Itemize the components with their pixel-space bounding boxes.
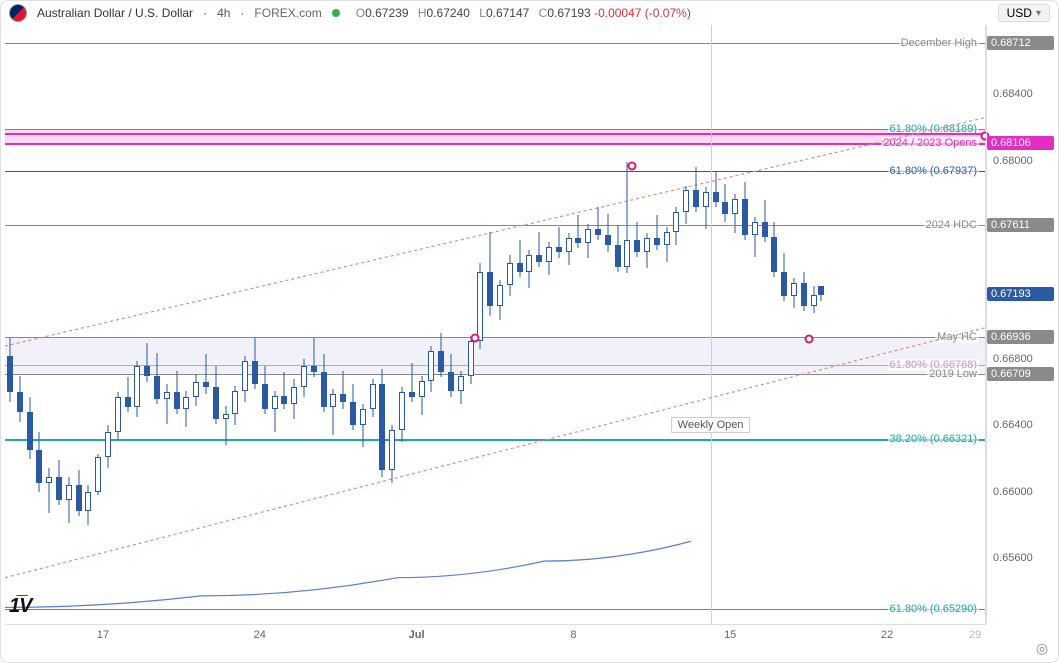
- currency-select[interactable]: USD ▾: [998, 4, 1050, 22]
- x-tick: 17: [97, 629, 109, 641]
- trendline-ma-curve: [5, 541, 691, 607]
- trendlines-layer: [5, 25, 985, 624]
- y-tick: 0.68400: [993, 88, 1033, 100]
- y-tick: 0.66400: [993, 419, 1033, 431]
- x-tick: Jul: [409, 629, 425, 641]
- sep: ·: [240, 6, 244, 20]
- chart-container: Australian Dollar / U.S. Dollar · 4h · F…: [0, 0, 1059, 663]
- level-label: 61.80% (0.67937): [888, 165, 979, 177]
- trendline-upper-channel: [5, 118, 985, 346]
- x-tick: 22: [881, 629, 893, 641]
- y-price-box: 0.66936: [987, 330, 1054, 344]
- y-price-box: 0.66709: [987, 367, 1054, 381]
- y-price-box: 0.68106: [987, 136, 1054, 150]
- sep: ·: [203, 6, 207, 20]
- chart-header: Australian Dollar / U.S. Dollar · 4h · F…: [1, 1, 1058, 25]
- weekly-open-label: Weekly Open: [671, 417, 751, 433]
- tradingview-logo-icon: 1̅V: [9, 595, 31, 618]
- level-label: 2019 Low: [927, 368, 979, 380]
- y-price-box: 0.67611: [987, 218, 1054, 232]
- ohlc-readout: O0.67239 H0.67240 L0.67147 C0.67193 -0.0…: [350, 6, 691, 20]
- y-tick: 0.65600: [993, 552, 1033, 564]
- x-tick: 8: [570, 629, 576, 641]
- y-axis-scale[interactable]: 0.684000.680000.676000.668000.664000.660…: [986, 25, 1058, 624]
- level-label: December High: [899, 37, 979, 49]
- level-label: 38.20% (0.66321): [888, 433, 979, 445]
- x-tick: 24: [254, 629, 266, 641]
- y-tick: 0.66800: [993, 353, 1033, 365]
- timeframe[interactable]: 4h: [217, 6, 230, 20]
- price-zone: [5, 337, 985, 375]
- market-open-dot-icon: [332, 9, 340, 17]
- y-price-box: 0.67193: [987, 287, 1054, 301]
- x-tick: 29: [969, 629, 981, 641]
- y-price-box: 0.68712: [987, 36, 1054, 50]
- marker-ring-icon: [804, 335, 813, 344]
- price-zone: [5, 129, 985, 143]
- level-label: 2024 HDC: [924, 219, 979, 231]
- weekly-open-vline: [711, 25, 712, 624]
- level-label: 61.80% (0.65290): [888, 603, 979, 615]
- pair-title: Australian Dollar / U.S. Dollar: [37, 6, 193, 20]
- level-label: May HC: [935, 331, 979, 343]
- y-tick: 0.68000: [993, 155, 1033, 167]
- x-tick: 15: [724, 629, 736, 641]
- marker-ring-icon: [471, 333, 480, 342]
- y-tick: 0.66000: [993, 486, 1033, 498]
- settings-target-icon[interactable]: ◎: [1034, 640, 1050, 656]
- marker-ring-icon: [628, 161, 637, 170]
- chart-plot-area[interactable]: December High61.80% (0.68189)2024 / 2023…: [5, 25, 986, 624]
- x-axis[interactable]: 17 24 Jul 8 15 22 29: [5, 624, 986, 662]
- level-label: 2024 / 2023 Opens: [881, 137, 979, 149]
- chevron-down-icon: ▾: [1036, 8, 1041, 19]
- pair-flag-icon: [9, 4, 27, 22]
- currency-label: USD: [1007, 6, 1032, 20]
- data-source: FOREX.com: [254, 6, 321, 20]
